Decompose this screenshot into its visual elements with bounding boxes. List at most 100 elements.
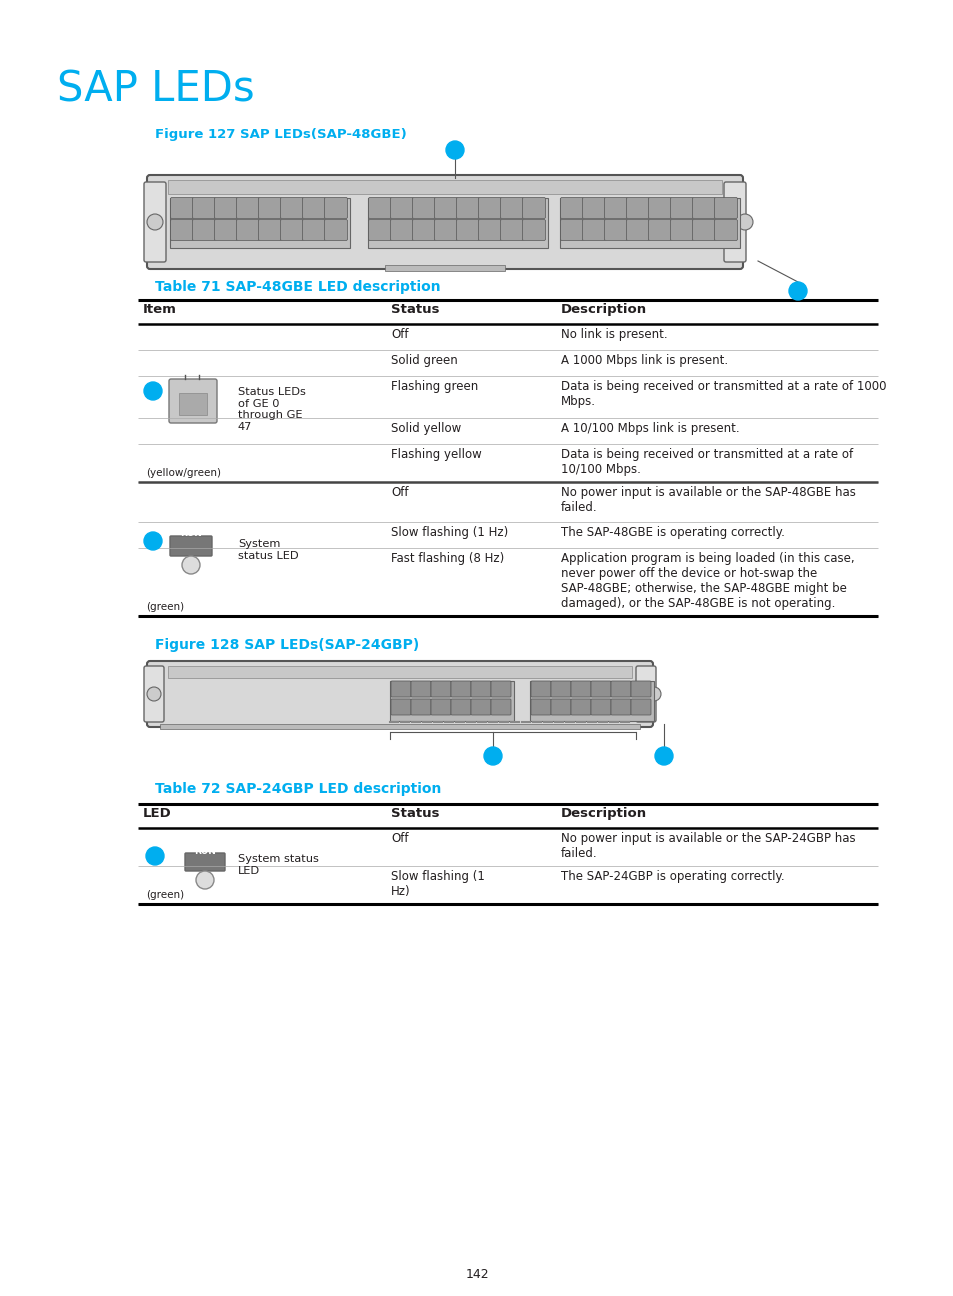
- Text: Off: Off: [391, 328, 408, 341]
- FancyBboxPatch shape: [626, 219, 649, 241]
- FancyBboxPatch shape: [500, 219, 523, 241]
- FancyBboxPatch shape: [434, 197, 457, 219]
- Text: 2: 2: [489, 750, 496, 761]
- FancyBboxPatch shape: [590, 680, 610, 697]
- Text: Slow flashing (1 Hz): Slow flashing (1 Hz): [391, 526, 508, 539]
- FancyBboxPatch shape: [714, 219, 737, 241]
- Text: Table 71 SAP-48GBE LED description: Table 71 SAP-48GBE LED description: [154, 280, 440, 294]
- Text: 142: 142: [465, 1267, 488, 1280]
- FancyBboxPatch shape: [692, 219, 715, 241]
- FancyBboxPatch shape: [412, 219, 435, 241]
- Text: LED: LED: [143, 807, 172, 820]
- Circle shape: [144, 531, 162, 550]
- Circle shape: [182, 556, 200, 574]
- FancyBboxPatch shape: [551, 699, 571, 715]
- FancyBboxPatch shape: [193, 219, 215, 241]
- FancyBboxPatch shape: [451, 680, 471, 697]
- FancyBboxPatch shape: [171, 197, 193, 219]
- Text: System
status LED: System status LED: [237, 539, 298, 561]
- Text: No link is present.: No link is present.: [560, 328, 667, 341]
- FancyBboxPatch shape: [236, 219, 259, 241]
- Text: Status: Status: [391, 303, 439, 316]
- Text: Solid green: Solid green: [391, 354, 457, 367]
- FancyBboxPatch shape: [531, 699, 551, 715]
- FancyBboxPatch shape: [478, 197, 501, 219]
- Circle shape: [147, 214, 163, 229]
- FancyBboxPatch shape: [522, 219, 545, 241]
- FancyBboxPatch shape: [170, 537, 212, 556]
- FancyBboxPatch shape: [411, 699, 431, 715]
- FancyBboxPatch shape: [144, 181, 166, 262]
- FancyBboxPatch shape: [630, 699, 650, 715]
- Text: A 1000 Mbps link is present.: A 1000 Mbps link is present.: [560, 354, 727, 367]
- Text: Item: Item: [143, 303, 176, 316]
- Text: 1: 1: [451, 145, 457, 156]
- FancyBboxPatch shape: [636, 666, 656, 722]
- FancyBboxPatch shape: [582, 197, 605, 219]
- Circle shape: [655, 746, 672, 765]
- Text: Figure 127 SAP LEDs(SAP-48GBE): Figure 127 SAP LEDs(SAP-48GBE): [154, 128, 406, 141]
- FancyBboxPatch shape: [214, 197, 237, 219]
- Text: 2: 2: [794, 286, 801, 295]
- FancyBboxPatch shape: [258, 219, 281, 241]
- FancyBboxPatch shape: [571, 680, 590, 697]
- Text: Description: Description: [560, 807, 646, 820]
- Text: A 10/100 Mbps link is present.: A 10/100 Mbps link is present.: [560, 422, 739, 435]
- Bar: [179, 393, 207, 415]
- FancyBboxPatch shape: [431, 680, 451, 697]
- Text: 1: 1: [150, 386, 156, 397]
- Circle shape: [646, 687, 660, 701]
- FancyBboxPatch shape: [491, 699, 511, 715]
- FancyBboxPatch shape: [280, 219, 303, 241]
- FancyBboxPatch shape: [171, 219, 193, 241]
- FancyBboxPatch shape: [147, 175, 742, 270]
- FancyBboxPatch shape: [604, 197, 627, 219]
- FancyBboxPatch shape: [610, 699, 630, 715]
- Text: Off: Off: [391, 486, 408, 499]
- Circle shape: [146, 848, 164, 864]
- FancyBboxPatch shape: [648, 219, 671, 241]
- Text: Off: Off: [391, 832, 408, 845]
- FancyBboxPatch shape: [571, 699, 590, 715]
- FancyBboxPatch shape: [391, 699, 411, 715]
- Text: The SAP-48GBE is operating correctly.: The SAP-48GBE is operating correctly.: [560, 526, 784, 539]
- Bar: [385, 264, 504, 271]
- FancyBboxPatch shape: [390, 197, 413, 219]
- Circle shape: [483, 746, 501, 765]
- Text: RUN: RUN: [193, 848, 215, 857]
- Bar: [390, 680, 514, 721]
- Text: No power input is available or the SAP-48GBE has
failed.: No power input is available or the SAP-4…: [560, 486, 855, 515]
- Text: System status
LED: System status LED: [237, 854, 318, 876]
- FancyBboxPatch shape: [630, 680, 650, 697]
- FancyBboxPatch shape: [302, 219, 325, 241]
- FancyBboxPatch shape: [456, 197, 479, 219]
- Text: Data is being received or transmitted at a rate of 1000
Mbps.: Data is being received or transmitted at…: [560, 380, 885, 408]
- FancyBboxPatch shape: [185, 853, 225, 871]
- FancyBboxPatch shape: [551, 680, 571, 697]
- FancyBboxPatch shape: [236, 197, 259, 219]
- Circle shape: [144, 382, 162, 400]
- FancyBboxPatch shape: [590, 699, 610, 715]
- FancyBboxPatch shape: [714, 197, 737, 219]
- FancyBboxPatch shape: [582, 219, 605, 241]
- FancyBboxPatch shape: [147, 661, 652, 727]
- Text: Description: Description: [560, 303, 646, 316]
- Text: (green): (green): [146, 603, 184, 612]
- FancyBboxPatch shape: [258, 197, 281, 219]
- Text: RUN: RUN: [180, 530, 202, 539]
- FancyBboxPatch shape: [280, 197, 303, 219]
- FancyBboxPatch shape: [648, 197, 671, 219]
- FancyBboxPatch shape: [456, 219, 479, 241]
- FancyBboxPatch shape: [412, 197, 435, 219]
- Text: The SAP-24GBP is operating correctly.: The SAP-24GBP is operating correctly.: [560, 870, 783, 883]
- FancyBboxPatch shape: [324, 197, 347, 219]
- Text: Data is being received or transmitted at a rate of
10/100 Mbps.: Data is being received or transmitted at…: [560, 448, 852, 476]
- FancyBboxPatch shape: [169, 378, 216, 422]
- FancyBboxPatch shape: [670, 197, 693, 219]
- Text: Application program is being loaded (in this case,
never power off the device or: Application program is being loaded (in …: [560, 552, 854, 610]
- FancyBboxPatch shape: [478, 219, 501, 241]
- FancyBboxPatch shape: [500, 197, 523, 219]
- FancyBboxPatch shape: [324, 219, 347, 241]
- Text: Status: Status: [391, 807, 439, 820]
- FancyBboxPatch shape: [390, 219, 413, 241]
